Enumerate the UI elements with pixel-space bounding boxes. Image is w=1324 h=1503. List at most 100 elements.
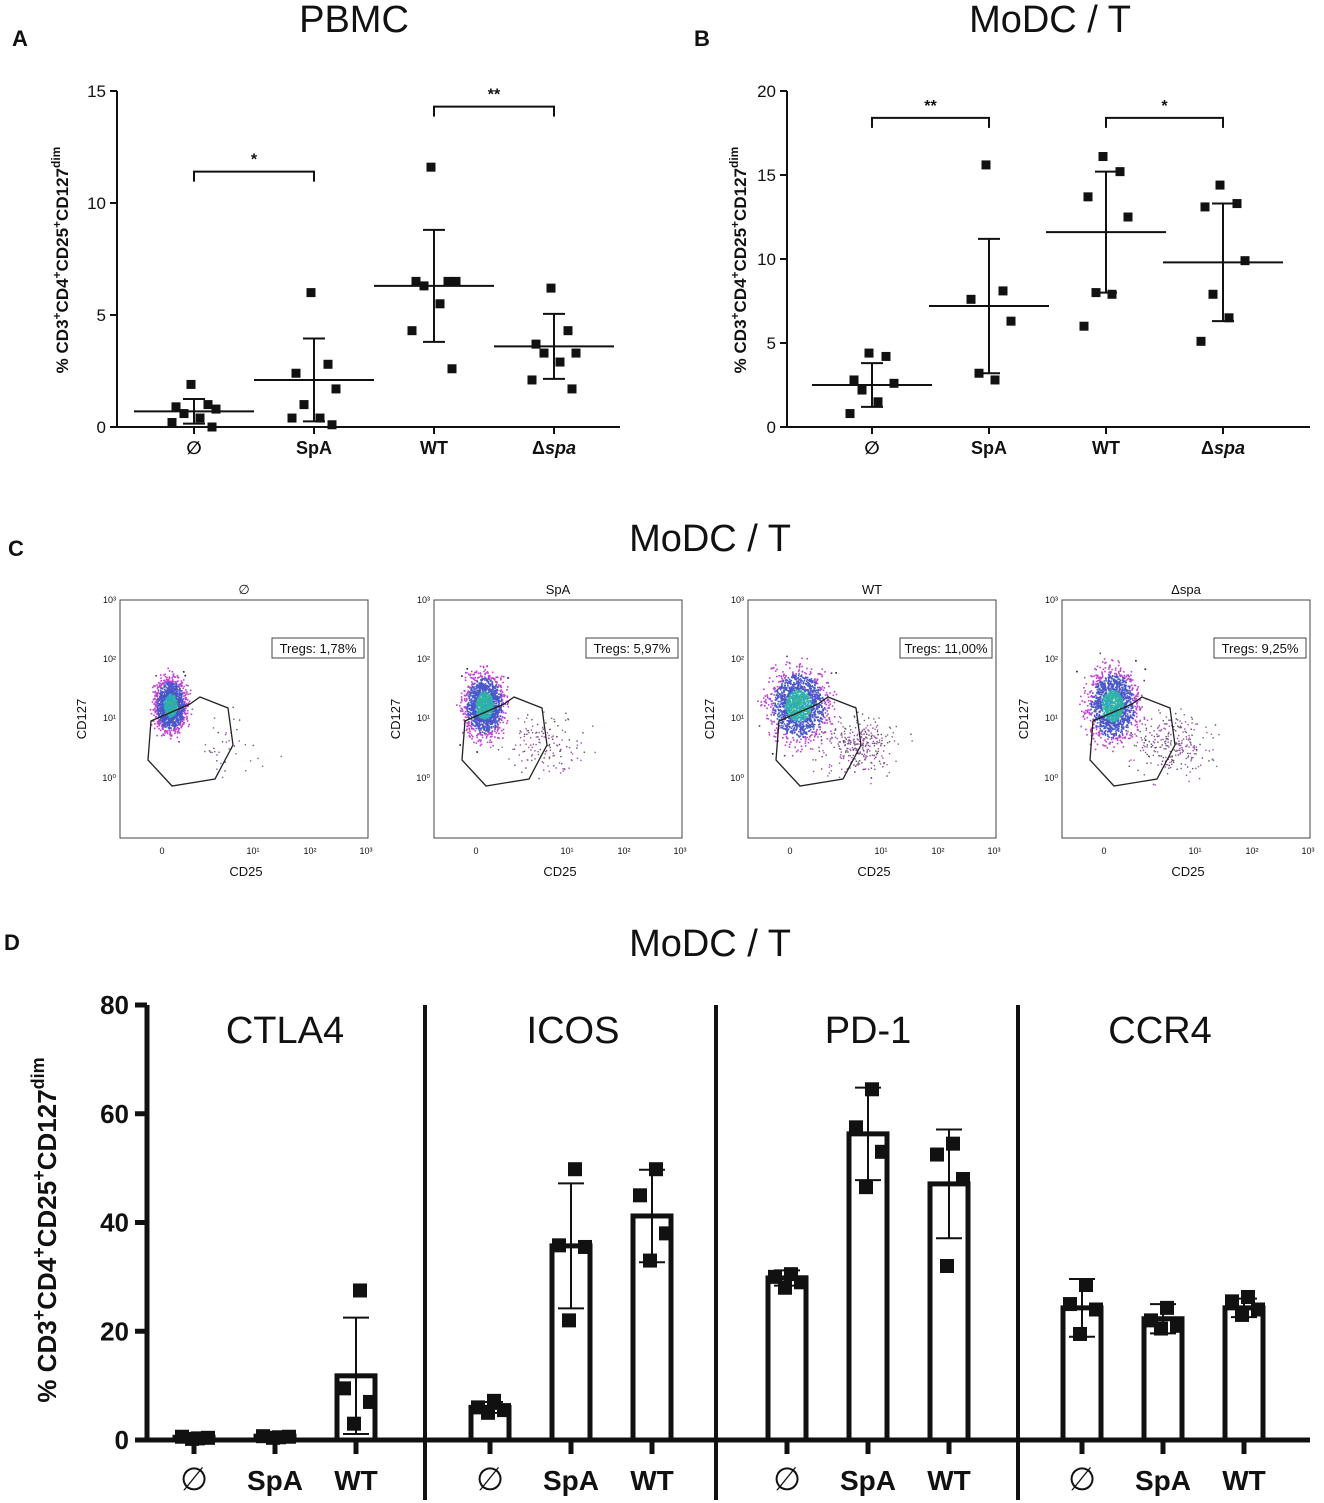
flow-event bbox=[478, 721, 481, 724]
flow-event bbox=[475, 671, 478, 674]
flow-event bbox=[794, 678, 796, 681]
flow-event bbox=[799, 722, 802, 724]
flow-event bbox=[176, 736, 179, 739]
flow-event bbox=[784, 713, 786, 715]
flow-event bbox=[794, 703, 797, 706]
flow-event bbox=[161, 701, 163, 704]
flow-event bbox=[800, 680, 802, 682]
flow-event bbox=[484, 725, 487, 728]
flow-event bbox=[481, 708, 483, 711]
flow-event bbox=[802, 710, 805, 713]
panel-b-significance-label: * bbox=[1161, 98, 1168, 115]
flow-event bbox=[798, 725, 801, 728]
flow-event bbox=[773, 735, 775, 738]
flow-event bbox=[796, 689, 798, 692]
flow-event bbox=[818, 686, 821, 689]
flow-event bbox=[789, 697, 792, 699]
flow-event bbox=[470, 703, 473, 706]
flow-event bbox=[471, 677, 473, 679]
flow-event bbox=[177, 705, 179, 708]
panel-a-data-point bbox=[195, 413, 205, 423]
flow-gate-label: Tregs: 1,78% bbox=[280, 641, 357, 656]
flow-event bbox=[176, 680, 178, 683]
flow-event bbox=[178, 696, 181, 699]
flow-event bbox=[496, 692, 498, 694]
flow-event bbox=[469, 698, 472, 701]
flow-event bbox=[785, 703, 787, 705]
flow-event bbox=[468, 699, 471, 702]
flow-event bbox=[478, 722, 480, 725]
flow-event bbox=[783, 723, 786, 725]
flow-event bbox=[789, 688, 792, 691]
flow-event bbox=[502, 721, 504, 724]
flow-event bbox=[480, 705, 483, 708]
flow-event bbox=[805, 677, 807, 679]
flow-event bbox=[172, 694, 175, 697]
flow-event bbox=[809, 685, 812, 688]
flow-event bbox=[781, 702, 783, 705]
flow-event bbox=[486, 705, 489, 707]
flow-event bbox=[475, 718, 478, 721]
flow-event bbox=[497, 720, 500, 722]
flow-event bbox=[489, 700, 492, 703]
flow-event bbox=[494, 690, 497, 693]
flow-event bbox=[829, 738, 832, 740]
flow-event bbox=[467, 686, 470, 688]
flow-event bbox=[173, 703, 175, 706]
flow-event bbox=[183, 708, 185, 711]
flow-event bbox=[492, 699, 494, 702]
flow-event bbox=[476, 695, 479, 698]
flow-event bbox=[480, 694, 482, 697]
flow-event bbox=[492, 693, 495, 696]
flow-event bbox=[790, 711, 793, 714]
flow-event bbox=[165, 712, 167, 714]
flow-event bbox=[795, 699, 797, 701]
flow-event bbox=[803, 703, 806, 706]
flow-event bbox=[489, 716, 492, 718]
flow-event bbox=[155, 715, 158, 718]
flow-event bbox=[788, 717, 790, 720]
flow-event bbox=[155, 710, 158, 712]
flow-event bbox=[796, 719, 799, 722]
flow-event bbox=[481, 679, 483, 681]
flow-plot-xtick: 10³ bbox=[673, 846, 686, 856]
flow-event bbox=[814, 714, 817, 716]
flow-event bbox=[504, 712, 507, 715]
flow-event bbox=[168, 700, 171, 703]
flow-event bbox=[174, 715, 177, 717]
flow-event bbox=[482, 695, 484, 697]
flow-event bbox=[478, 690, 481, 693]
flow-event bbox=[180, 697, 182, 699]
flow-event bbox=[795, 726, 798, 728]
flow-event bbox=[171, 698, 173, 700]
flow-event bbox=[781, 687, 783, 689]
flow-event bbox=[556, 736, 558, 738]
flow-event bbox=[461, 700, 463, 702]
flow-event bbox=[163, 724, 165, 727]
flow-event bbox=[811, 721, 814, 724]
flow-event bbox=[186, 709, 189, 712]
flow-event bbox=[161, 700, 163, 702]
flow-event bbox=[485, 693, 488, 695]
flow-event bbox=[163, 700, 165, 702]
flow-event bbox=[180, 718, 183, 720]
flow-event bbox=[467, 715, 470, 717]
flow-event bbox=[166, 687, 169, 690]
flow-event bbox=[798, 695, 801, 697]
flow-event bbox=[166, 730, 169, 732]
flow-event bbox=[799, 678, 802, 680]
flow-event bbox=[211, 751, 213, 754]
flow-event bbox=[776, 693, 778, 696]
flow-event bbox=[802, 716, 804, 718]
flow-event bbox=[790, 680, 792, 682]
flow-event bbox=[795, 693, 798, 696]
flow-event bbox=[176, 694, 178, 697]
flow-event bbox=[157, 711, 160, 714]
flow-event bbox=[813, 711, 815, 714]
flow-event bbox=[795, 682, 798, 685]
flow-event bbox=[166, 732, 169, 735]
flow-event bbox=[794, 701, 796, 703]
flow-event bbox=[771, 693, 773, 695]
flow-event bbox=[173, 685, 175, 688]
flow-event bbox=[495, 716, 497, 719]
